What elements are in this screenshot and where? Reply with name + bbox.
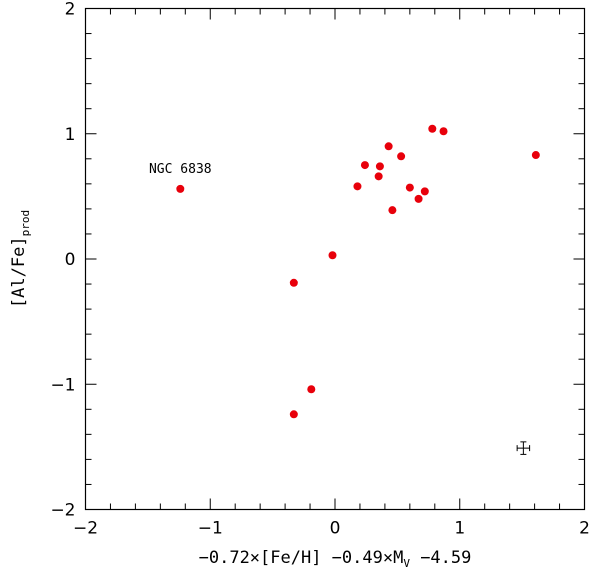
- annotations: NGC 6838: [149, 162, 212, 177]
- data-point: [420, 187, 429, 196]
- data-point: [388, 206, 397, 215]
- data-point: [375, 162, 384, 171]
- data-point: [353, 182, 362, 191]
- x-tick-label: 1: [454, 519, 465, 539]
- x-axis-label-subscript: V: [403, 557, 410, 570]
- data-point: [414, 194, 423, 203]
- y-axis-label-main: [Al/Fe]: [9, 236, 29, 308]
- y-tick-label: 1: [65, 125, 76, 145]
- data-point: [397, 152, 406, 161]
- data-point: [328, 251, 337, 260]
- x-tick-label: 2: [579, 519, 590, 539]
- data-point: [405, 183, 414, 192]
- data-point: [374, 172, 383, 181]
- data-point: [439, 127, 448, 136]
- x-tick-label: −1: [198, 519, 223, 539]
- data-point: [176, 184, 185, 193]
- y-axis-label-subscript: prod: [19, 210, 32, 237]
- x-axis-label-suffix: −4.59: [410, 548, 471, 568]
- axis-tick-labels: −2−2 −1 −1 0 0 1 1 2 2: [50, 0, 589, 539]
- data-point: [384, 142, 393, 151]
- data-points: [176, 124, 540, 419]
- y-tick-label: −1: [50, 375, 75, 395]
- data-point: [428, 124, 437, 133]
- x-axis-label: −0.72×[Fe/H] −0.49×MV −4.59: [199, 548, 472, 570]
- data-point: [289, 278, 298, 287]
- x-tick-label: −2: [73, 519, 98, 539]
- x-axis-label-main: −0.72×[Fe/H] −0.49×M: [199, 548, 404, 568]
- annotation-label: NGC 6838: [149, 162, 212, 177]
- y-tick-label: 0: [65, 250, 76, 270]
- y-axis-label: [Al/Fe]prod: [9, 210, 32, 308]
- data-point: [289, 410, 298, 419]
- y-tick-label: −2: [50, 501, 75, 521]
- y-tick-label: 2: [65, 0, 76, 20]
- data-point: [307, 385, 316, 394]
- error-bar: [516, 441, 531, 455]
- axes-box: [84, 7, 586, 511]
- plot-frame: [84, 7, 586, 511]
- axis-ticks: [85, 8, 585, 510]
- data-point: [360, 161, 369, 170]
- x-tick-label: 0: [330, 519, 341, 539]
- data-point: [531, 151, 540, 160]
